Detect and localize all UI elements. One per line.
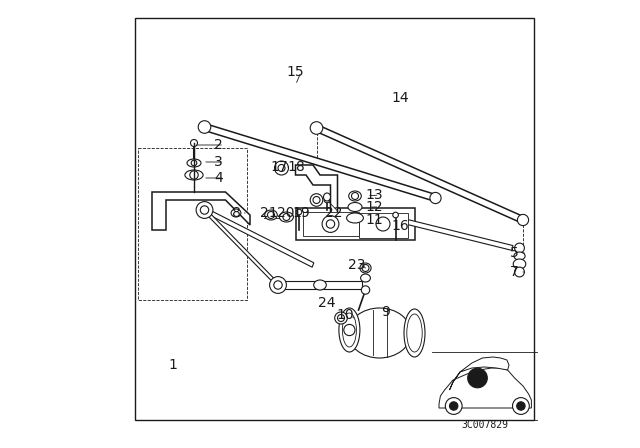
Polygon shape <box>407 220 513 250</box>
Text: 20: 20 <box>277 206 294 220</box>
Circle shape <box>310 122 323 134</box>
Ellipse shape <box>347 213 364 223</box>
Circle shape <box>362 286 370 294</box>
Circle shape <box>351 193 358 199</box>
Circle shape <box>278 164 285 172</box>
Polygon shape <box>296 165 337 225</box>
Circle shape <box>268 211 275 219</box>
Ellipse shape <box>265 210 277 220</box>
Circle shape <box>515 243 524 253</box>
Ellipse shape <box>348 308 411 358</box>
Polygon shape <box>449 357 509 390</box>
Ellipse shape <box>404 309 425 357</box>
Circle shape <box>296 209 302 215</box>
Ellipse shape <box>323 193 330 201</box>
Circle shape <box>190 171 198 179</box>
Ellipse shape <box>339 308 360 352</box>
Text: 19: 19 <box>292 206 310 220</box>
Circle shape <box>313 197 320 203</box>
Text: 15: 15 <box>287 65 304 79</box>
Text: 8: 8 <box>232 206 241 220</box>
Text: 4: 4 <box>214 171 223 185</box>
Text: 17: 17 <box>271 160 288 174</box>
Text: 16: 16 <box>392 219 410 233</box>
Ellipse shape <box>187 159 201 167</box>
Text: 1: 1 <box>168 358 177 372</box>
Circle shape <box>191 139 198 146</box>
Ellipse shape <box>342 313 356 347</box>
Text: 23: 23 <box>348 258 365 272</box>
Text: 5: 5 <box>510 246 519 260</box>
Circle shape <box>516 402 525 410</box>
Text: 7: 7 <box>510 265 519 279</box>
Ellipse shape <box>348 202 362 211</box>
Circle shape <box>517 215 529 226</box>
Bar <box>134 18 534 420</box>
Bar <box>358 213 408 238</box>
Text: 10: 10 <box>337 308 354 322</box>
Polygon shape <box>204 124 436 201</box>
Ellipse shape <box>280 212 293 222</box>
Text: 24: 24 <box>318 296 336 310</box>
Circle shape <box>200 206 209 214</box>
Circle shape <box>362 264 369 271</box>
Text: 22: 22 <box>325 206 343 220</box>
Circle shape <box>196 202 213 219</box>
Circle shape <box>515 267 524 277</box>
Text: 18: 18 <box>287 160 305 174</box>
Text: 21: 21 <box>260 206 278 220</box>
Text: 3C007829: 3C007829 <box>461 420 508 430</box>
Polygon shape <box>275 281 362 289</box>
Circle shape <box>468 368 487 388</box>
Circle shape <box>393 212 398 218</box>
Circle shape <box>513 398 529 414</box>
Circle shape <box>324 197 330 203</box>
Text: 2: 2 <box>214 138 223 152</box>
Circle shape <box>430 192 441 203</box>
Circle shape <box>337 314 344 322</box>
Circle shape <box>269 276 287 293</box>
Circle shape <box>198 121 211 134</box>
Polygon shape <box>204 209 279 286</box>
Polygon shape <box>204 208 314 267</box>
Ellipse shape <box>231 209 241 217</box>
Circle shape <box>310 194 323 206</box>
Circle shape <box>322 215 339 233</box>
Ellipse shape <box>185 170 203 180</box>
Ellipse shape <box>335 312 348 324</box>
Ellipse shape <box>407 314 422 352</box>
Text: 11: 11 <box>365 213 383 227</box>
Bar <box>303 212 358 236</box>
Ellipse shape <box>360 274 371 282</box>
Circle shape <box>283 214 290 220</box>
Polygon shape <box>439 368 531 408</box>
Circle shape <box>191 160 197 166</box>
Ellipse shape <box>360 263 371 273</box>
Ellipse shape <box>349 191 362 201</box>
Circle shape <box>274 281 282 289</box>
Text: 12: 12 <box>365 200 383 214</box>
Circle shape <box>326 220 335 228</box>
Text: 14: 14 <box>392 91 410 105</box>
Polygon shape <box>152 192 250 230</box>
Text: 3: 3 <box>214 155 223 169</box>
Bar <box>296 208 415 240</box>
Ellipse shape <box>314 280 326 290</box>
Circle shape <box>445 398 462 414</box>
Circle shape <box>376 217 390 231</box>
Text: 9: 9 <box>381 305 390 319</box>
Ellipse shape <box>514 252 525 260</box>
Circle shape <box>275 161 289 175</box>
Text: 13: 13 <box>365 188 383 202</box>
Polygon shape <box>316 125 524 223</box>
Ellipse shape <box>513 259 526 269</box>
Circle shape <box>344 324 355 336</box>
Circle shape <box>449 402 458 410</box>
